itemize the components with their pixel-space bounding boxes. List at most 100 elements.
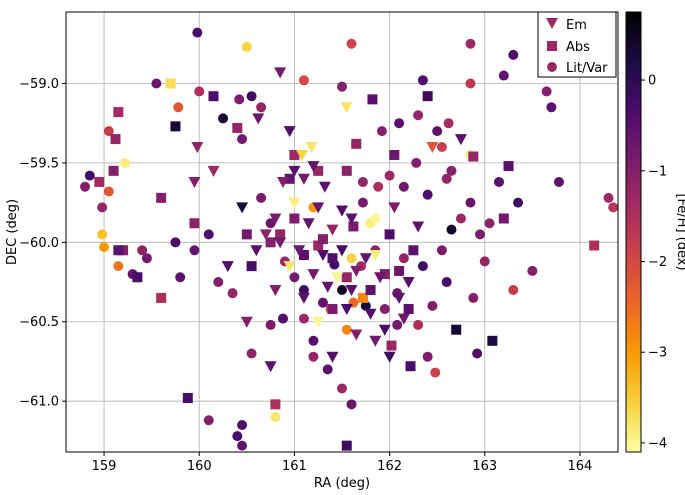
em-point [236, 202, 249, 214]
em-point [345, 284, 358, 296]
abs-point [246, 261, 257, 272]
litvar-point [508, 284, 519, 295]
abs-point [165, 78, 176, 89]
legend: Em Abs Lit/Var [537, 11, 617, 78]
litvar-point [455, 213, 466, 224]
litvar-point [468, 292, 479, 303]
litvar-point [417, 75, 428, 86]
em-point [340, 304, 353, 316]
x-tick-label: 159 [92, 459, 117, 474]
abs-point [241, 229, 252, 240]
em-point [221, 261, 234, 273]
legend-abs-marker [547, 41, 557, 51]
em-point [402, 277, 415, 289]
em-point [276, 176, 289, 188]
abs-point [156, 292, 167, 303]
abs-point [367, 94, 378, 105]
abs-point [408, 245, 419, 256]
em-point [207, 165, 220, 177]
abs-point [289, 149, 300, 160]
litvar-point [237, 134, 248, 145]
litvar-point [546, 102, 557, 113]
abs-point [275, 229, 286, 240]
em-point [378, 324, 391, 336]
em-point [293, 245, 306, 257]
abs-point [182, 392, 193, 403]
em-point [288, 197, 301, 209]
x-tick-label: 161 [282, 459, 307, 474]
em-point [269, 284, 282, 296]
litvar-point [113, 261, 124, 272]
colorbar-ticks: 0 −1 −2 −3 −4 [641, 74, 667, 451]
y-axis-ticks: −59.0 −59.5 −60.0 −60.5 −61.0 [19, 77, 66, 410]
litvar-point [379, 304, 390, 315]
em-point [274, 237, 287, 249]
litvar-point [603, 192, 614, 203]
em-point [283, 126, 296, 138]
abs-point [498, 213, 509, 224]
abs-point [341, 272, 352, 283]
litvar-point [417, 261, 428, 272]
abs-point [389, 149, 400, 160]
litvar-point [103, 186, 114, 197]
abs-point [284, 173, 295, 184]
litvar-point [341, 324, 352, 335]
x-tick-label: 162 [377, 459, 402, 474]
abs-point [422, 91, 433, 102]
litvar-point [246, 348, 257, 359]
litvar-point [337, 383, 347, 394]
em-point [296, 149, 309, 161]
litvar-point [441, 173, 452, 184]
y-tick-label: −60.5 [19, 315, 59, 330]
em-point [369, 250, 382, 262]
abs-point [451, 324, 462, 335]
abs-point [394, 265, 405, 276]
litvar-point [234, 94, 245, 105]
litvar-point [436, 142, 447, 153]
litvar-point [376, 126, 387, 137]
em-point [307, 161, 320, 173]
litvar-point [194, 86, 205, 97]
em-point [305, 142, 318, 154]
litvar-point [384, 170, 395, 181]
colorbar-tick-label: −3 [648, 346, 667, 361]
x-tick-label: 164 [568, 459, 593, 474]
em-point [359, 253, 372, 265]
em-point [326, 224, 339, 236]
y-tick-label: −59.0 [19, 77, 59, 92]
litvar-point [103, 126, 114, 137]
litvar-point [151, 78, 162, 89]
abs-point [327, 304, 338, 315]
em-point [188, 176, 201, 188]
litvar-point [277, 313, 288, 324]
abs-point [113, 245, 124, 256]
litvar-point [422, 189, 433, 200]
plot-area [65, 11, 619, 453]
em-point [350, 265, 363, 277]
abs-point [265, 237, 276, 248]
litvar-point [373, 181, 384, 192]
abs-point [108, 165, 119, 176]
litvar-point [411, 157, 422, 168]
litvar-point [427, 300, 438, 311]
abs-point [170, 121, 181, 132]
litvar-point [232, 431, 243, 442]
litvar-point [398, 253, 409, 264]
litvar-point [441, 277, 452, 288]
litvar-point [484, 218, 495, 229]
abs-point [327, 253, 338, 264]
em-point [191, 142, 204, 154]
litvar-point [298, 313, 309, 324]
abs-point [289, 213, 300, 224]
litvar-point [203, 415, 214, 426]
em-point [426, 142, 439, 154]
x-axis-ticks: 159 160 161 162 163 164 [92, 452, 593, 474]
litvar-point [357, 197, 368, 208]
litvar-point [218, 113, 229, 124]
litvar-point [465, 78, 476, 89]
legend-litvar-marker [547, 62, 557, 72]
litvar-point [80, 181, 91, 192]
litvar-point [608, 202, 618, 213]
legend-em-label: Em [566, 18, 587, 33]
litvar-point [192, 27, 203, 38]
